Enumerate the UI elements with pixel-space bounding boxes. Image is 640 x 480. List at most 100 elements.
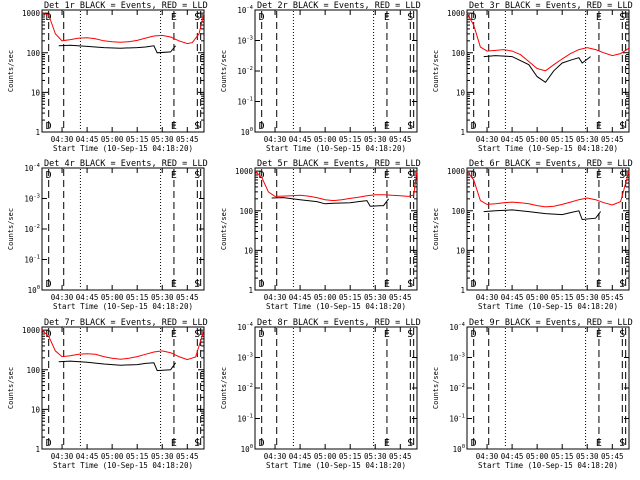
y-tick-label: 1 xyxy=(460,286,465,295)
y-tick-label: 100 xyxy=(453,444,465,454)
y-tick-label: 100 xyxy=(451,207,465,216)
x-tick-label: 05:00 xyxy=(526,135,549,144)
marker-letter-bottom: E xyxy=(171,279,177,290)
marker-letter-top: S xyxy=(194,12,200,23)
x-tick-label: 05:45 xyxy=(601,293,624,302)
marker-letter-bottom: D xyxy=(259,279,265,290)
marker-letter-top: D xyxy=(259,329,265,340)
x-axis-label: Start Time (10-Sep-15 04:18:20) xyxy=(478,302,618,311)
marker-letter-top: E xyxy=(596,170,602,181)
x-tick-label: 05:45 xyxy=(176,452,199,461)
marker-letter-top: D xyxy=(471,170,477,181)
y-tick-label: 10 xyxy=(456,246,466,255)
plot-frame xyxy=(41,9,205,133)
x-tick-label: 05:30 xyxy=(576,452,599,461)
x-axis-label: Start Time (10-Sep-15 04:18:20) xyxy=(478,461,618,470)
x-tick-label: 05:00 xyxy=(526,293,549,302)
x-tick-label: 04:30 xyxy=(51,293,74,302)
marker-letter-top: E xyxy=(384,12,390,23)
x-tick-label: 05:15 xyxy=(339,135,362,144)
marker-letter-top: D xyxy=(46,329,52,340)
panel-title: Det 6r BLACK = Events, RED = LLD xyxy=(469,159,633,169)
x-tick-label: 05:00 xyxy=(526,452,549,461)
y-tick-label: 1 xyxy=(248,286,253,295)
x-tick-label: 05:15 xyxy=(551,293,574,302)
y-tick-label: 1000 xyxy=(447,9,466,18)
y-tick-label: 1000 xyxy=(22,326,41,335)
panel-title: Det 8r BLACK = Events, RED = LLD xyxy=(257,318,421,328)
lld-series-line xyxy=(41,329,205,361)
lld-series-line xyxy=(466,12,630,72)
y-tick-label: 1 xyxy=(35,445,40,454)
panel-det-8: Det 8r BLACK = Events, RED = LLD 100 10-1 1… xyxy=(220,318,421,470)
x-tick-label: 04:45 xyxy=(501,452,524,461)
x-tick-label: 04:30 xyxy=(476,135,499,144)
marker-letter-top: S xyxy=(619,329,625,340)
x-axis-label: Start Time (10-Sep-15 04:18:20) xyxy=(266,144,406,153)
marker-letter-top: S xyxy=(619,170,625,181)
marker-letter-top: S xyxy=(619,12,625,23)
x-tick-label: 05:15 xyxy=(339,293,362,302)
panel-det-3: Det 3r BLACK = Events, RED = LLD 1 10 100 10… xyxy=(432,1,633,153)
y-tick-label: 10-2 xyxy=(237,66,253,76)
x-tick-label: 04:30 xyxy=(51,135,74,144)
x-tick-label: 04:30 xyxy=(264,293,287,302)
y-tick-label: 1000 xyxy=(447,167,466,176)
y-tick-label: 10 xyxy=(31,405,41,414)
marker-letter-bottom: S xyxy=(407,279,413,290)
panel-det-4: Det 4r BLACK = Events, RED = LLD 100 10-1 1… xyxy=(7,159,208,311)
marker-letter-top: D xyxy=(46,12,52,23)
x-tick-label: 05:00 xyxy=(314,293,337,302)
x-tick-label: 05:15 xyxy=(126,452,149,461)
x-tick-label: 05:30 xyxy=(151,452,174,461)
marker-letter-top: S xyxy=(194,329,200,340)
marker-letter-top: E xyxy=(384,170,390,181)
marker-letter-top: D xyxy=(471,329,477,340)
y-tick-label: 10-2 xyxy=(24,224,40,234)
y-axis-label: Counts/sec xyxy=(432,367,440,409)
x-tick-label: 04:30 xyxy=(476,293,499,302)
y-tick-label: 10-1 xyxy=(237,414,253,424)
y-tick-label: 100 xyxy=(451,49,465,58)
x-tick-label: 04:45 xyxy=(76,135,99,144)
x-tick-label: 04:45 xyxy=(501,135,524,144)
x-tick-label: 05:15 xyxy=(126,135,149,144)
x-tick-label: 05:30 xyxy=(364,452,387,461)
y-tick-label: 1 xyxy=(35,128,40,137)
panel-det-9: Det 9r BLACK = Events, RED = LLD 100 10-1 1… xyxy=(432,318,633,470)
marker-letter-bottom: D xyxy=(46,438,52,449)
y-axis-label: Counts/sec xyxy=(220,208,228,250)
y-tick-label: 10-4 xyxy=(449,322,465,332)
events-series-line xyxy=(483,209,601,221)
marker-letter-bottom: D xyxy=(471,279,477,290)
marker-letter-bottom: S xyxy=(407,438,413,449)
y-tick-label: 10-3 xyxy=(237,36,253,46)
plot-frame xyxy=(254,326,418,450)
y-tick-label: 10-2 xyxy=(449,383,465,393)
x-axis-label: Start Time (10-Sep-15 04:18:20) xyxy=(53,144,193,153)
x-tick-label: 05:30 xyxy=(151,135,174,144)
marker-letter-top: E xyxy=(384,329,390,340)
x-tick-label: 05:00 xyxy=(101,293,124,302)
y-tick-label: 10-4 xyxy=(237,322,253,332)
x-tick-label: 05:45 xyxy=(176,135,199,144)
y-tick-label: 10-4 xyxy=(24,163,40,173)
marker-letter-bottom: D xyxy=(46,279,52,290)
panel-title: Det 5r BLACK = Events, RED = LLD xyxy=(257,159,421,169)
y-tick-label: 100 xyxy=(239,207,253,216)
lld-series-line xyxy=(41,12,205,45)
y-tick-label: 1000 xyxy=(235,167,254,176)
x-tick-label: 05:45 xyxy=(389,293,412,302)
events-series-line xyxy=(58,44,176,54)
x-tick-label: 05:15 xyxy=(551,452,574,461)
y-axis-label: Counts/sec xyxy=(7,50,15,92)
marker-letter-top: E xyxy=(596,329,602,340)
events-series-line xyxy=(483,55,591,83)
x-tick-label: 05:15 xyxy=(551,135,574,144)
x-tick-label: 05:00 xyxy=(101,135,124,144)
x-tick-label: 05:30 xyxy=(151,293,174,302)
y-axis-label: Counts/sec xyxy=(432,208,440,250)
panel-det-2: Det 2r BLACK = Events, RED = LLD 100 10-1 1… xyxy=(220,1,421,153)
panel-title: Det 7r BLACK = Events, RED = LLD xyxy=(44,318,208,328)
marker-letter-top: S xyxy=(194,170,200,181)
